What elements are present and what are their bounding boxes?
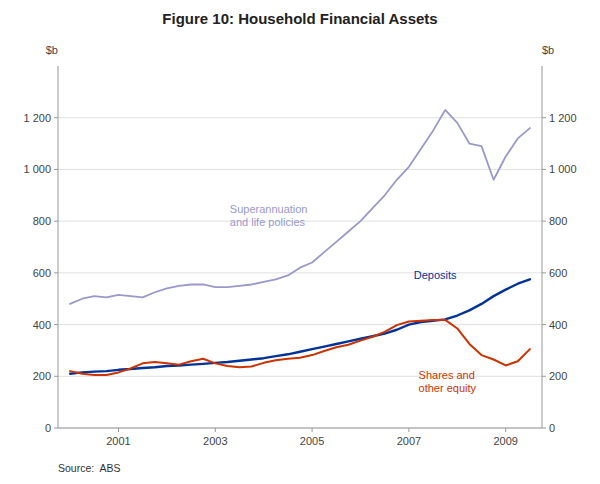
- y2-tick: [542, 221, 546, 222]
- y2-tick: [542, 428, 546, 429]
- x-tick-label: 2005: [300, 435, 324, 447]
- grid: [58, 118, 542, 428]
- y-tick: [54, 221, 58, 222]
- y2-tick: [542, 272, 546, 273]
- series-label: Shares andother equity: [419, 369, 477, 394]
- y-tick-label: 0: [45, 422, 51, 434]
- source: Source: ABS: [58, 462, 120, 474]
- series-label-line: other equity: [419, 382, 477, 394]
- series-label: Superannuationand life policies: [230, 203, 308, 228]
- y2-tick-label: 600: [549, 267, 567, 279]
- y-tick: [54, 324, 58, 325]
- y2-tick-label: 1 200: [549, 112, 577, 124]
- y-tick-label: 800: [33, 215, 51, 227]
- series-line: [70, 320, 530, 375]
- x-tick: [215, 428, 216, 432]
- y-tick: [54, 376, 58, 377]
- x-tick-label: 2009: [493, 435, 517, 447]
- series-label: Deposits: [414, 269, 457, 281]
- y-tick-label: 1 200: [23, 112, 51, 124]
- title: Figure 10: Household Financial Assets: [162, 10, 437, 27]
- y2-tick-label: 0: [549, 422, 555, 434]
- x-tick: [312, 428, 313, 432]
- series-label-line: and life policies: [230, 216, 306, 228]
- series-label-line: Shares and: [419, 369, 475, 381]
- grid-line: [58, 117, 542, 118]
- y2-tick: [542, 376, 546, 377]
- y2-axis-line: [542, 66, 543, 428]
- series-label-line: Superannuation: [230, 203, 308, 215]
- y-tick: [54, 117, 58, 118]
- x-tick: [118, 428, 119, 432]
- y-tick: [54, 272, 58, 273]
- y2-tick: [542, 324, 546, 325]
- y2-tick: [542, 169, 546, 170]
- chart: Figure 10: Household Financial Assets 0 20…: [0, 0, 600, 484]
- grid-line: [58, 324, 542, 325]
- x-tick: [505, 428, 506, 432]
- y-tick-label: 600: [33, 267, 51, 279]
- y-tick-label: 1 000: [23, 163, 51, 175]
- grid-line: [58, 428, 542, 429]
- y-tick: [54, 169, 58, 170]
- y2-tick-label: 800: [549, 215, 567, 227]
- x-tick: [408, 428, 409, 432]
- x-tick-label: 2003: [203, 435, 227, 447]
- y-tick-label: 400: [33, 319, 51, 331]
- axes: 0 200 400 600 800 1 000 1 200 0 200 400 600 800 1 00…: [23, 66, 576, 447]
- y2-tick-label: 1 000: [549, 163, 577, 175]
- series-line: [70, 279, 530, 373]
- y-axis-label: $b: [46, 44, 58, 56]
- series-label-line: Deposits: [414, 269, 457, 281]
- y2-tick: [542, 117, 546, 118]
- grid-line: [58, 272, 542, 273]
- y2-tick-label: 200: [549, 370, 567, 382]
- x-axis-line: [58, 428, 542, 429]
- x-tick-label: 2001: [106, 435, 130, 447]
- y-axis-line: [58, 66, 59, 428]
- y-tick: [54, 428, 58, 429]
- y2-axis-label: $b: [542, 44, 554, 56]
- x-tick-label: 2007: [397, 435, 421, 447]
- y2-tick-label: 400: [549, 319, 567, 331]
- series-line: [70, 110, 530, 304]
- grid-line: [58, 169, 542, 170]
- background: [0, 0, 600, 484]
- y-tick-label: 200: [33, 370, 51, 382]
- lines: [70, 110, 530, 375]
